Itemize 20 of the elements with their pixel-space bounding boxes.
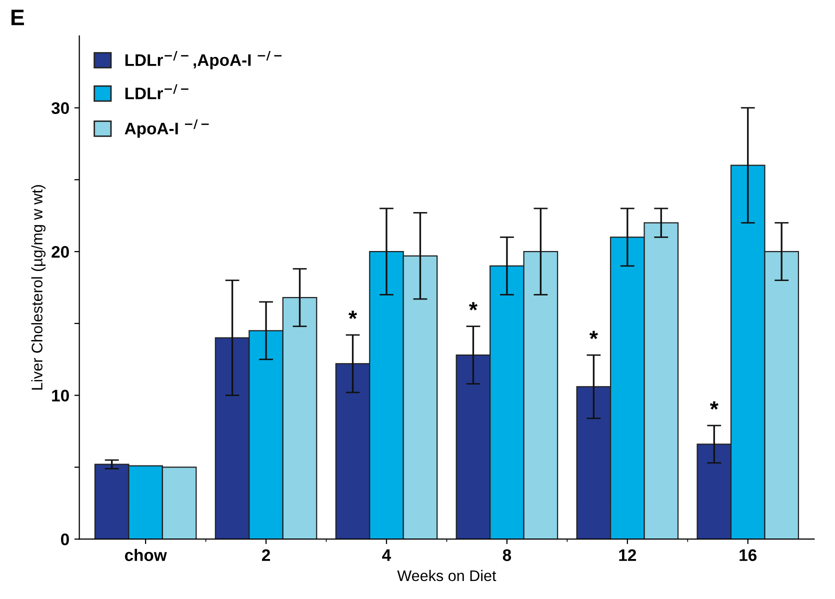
x-tick-label: 2 <box>262 549 270 561</box>
y-axis-title: Liver Cholesterol (µg/mg w wt) <box>31 185 46 390</box>
x-tick-label: 16 <box>740 549 757 562</box>
x-tick-label: 4 <box>382 549 392 561</box>
y-tick-label: 10 <box>52 390 69 402</box>
legend-label: ApoA-I $^{−/−}$ <box>124 119 209 138</box>
y-tick-label: 20 <box>52 246 69 258</box>
x-tick-label: 12 <box>619 549 636 561</box>
x-axis-title: Weeks on Diet <box>397 570 496 582</box>
legend-label: LDLr$^{−/−}$,ApoA-I $^{−/−}$ <box>125 50 282 70</box>
data-label: * <box>468 302 478 310</box>
x-tick-label: 8 <box>502 549 512 562</box>
y-tick-label: 0 <box>60 534 69 546</box>
data-label: * <box>348 310 358 320</box>
legend-label: LDLr$^{−/−}$ <box>125 84 188 100</box>
y-tick-label: 30 <box>51 102 69 114</box>
text: E <box>12 10 24 26</box>
x-tick-label: chow <box>124 548 167 562</box>
data-label: * <box>589 330 598 340</box>
data-label: * <box>710 401 718 410</box>
